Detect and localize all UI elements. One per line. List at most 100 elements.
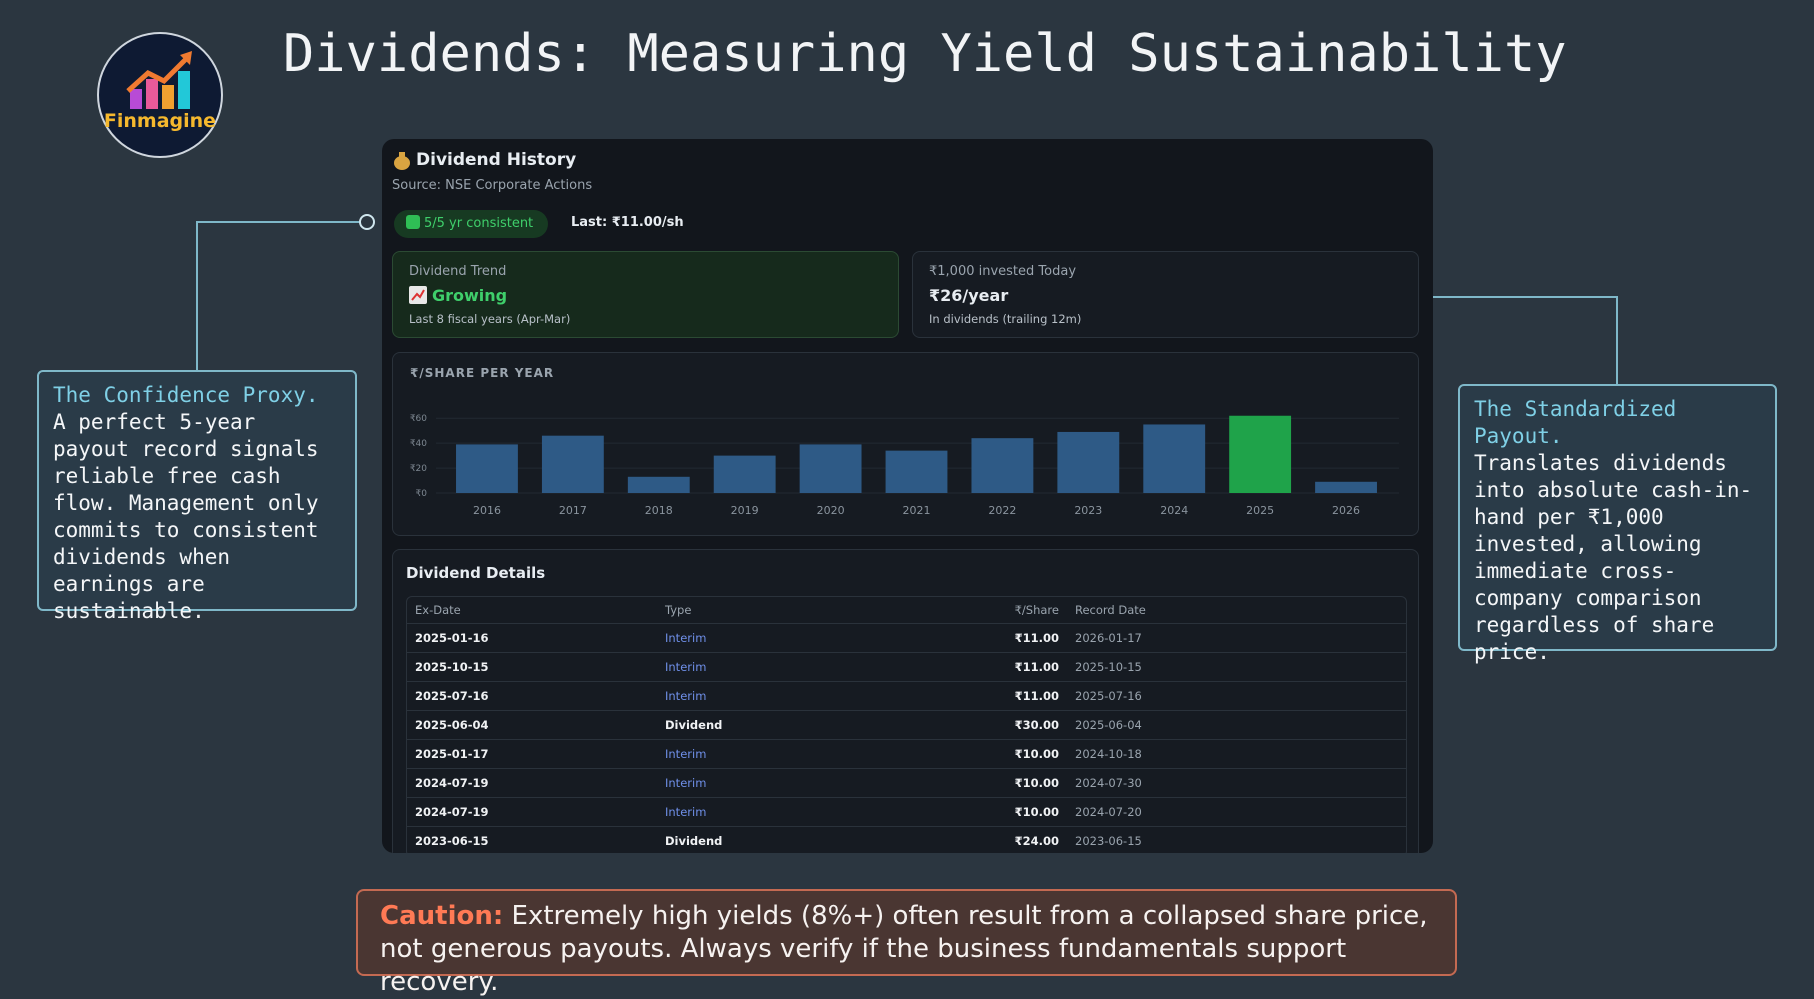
y-tick-label: ₹20 bbox=[410, 464, 427, 474]
table-cell: 2025-06-04 bbox=[407, 710, 657, 740]
y-tick-label: ₹40 bbox=[410, 439, 427, 449]
caution-text: Extremely high yields (8%+) often result… bbox=[380, 901, 1428, 997]
table-cell: ₹11.00 bbox=[957, 652, 1067, 682]
x-tick-label: 2026 bbox=[1332, 504, 1360, 517]
bar bbox=[799, 444, 862, 493]
table-cell: 2025-01-17 bbox=[407, 739, 657, 769]
table-row: 2025-01-16 Interim ₹11.00 2026-01-17 bbox=[407, 623, 1406, 653]
page-title: Dividends: Measuring Yield Sustainabilit… bbox=[283, 24, 1567, 84]
logo: Finmagine bbox=[97, 32, 223, 158]
table-row: 2025-06-04 Dividend ₹30.00 2025-06-04 bbox=[407, 710, 1406, 740]
column-header: Type bbox=[657, 597, 957, 624]
x-tick-label: 2022 bbox=[988, 504, 1016, 517]
bar bbox=[627, 476, 690, 493]
table-row: 2024-07-19 Interim ₹10.00 2024-07-20 bbox=[407, 797, 1406, 827]
stat-note: In dividends (trailing 12m) bbox=[929, 312, 1082, 326]
callout-title: The Confidence Proxy. bbox=[53, 383, 319, 407]
badge-text: 5/5 yr consistent bbox=[424, 216, 534, 231]
caution-label: Caution: bbox=[380, 901, 504, 931]
table-row: 2025-10-15 Interim ₹11.00 2025-10-15 bbox=[407, 652, 1406, 682]
table-cell: ₹11.00 bbox=[957, 681, 1067, 711]
table-header: Ex-Date Type ₹/Share Record Date bbox=[407, 597, 1406, 624]
callout-right: The Standardized Payout. Translates divid… bbox=[1458, 384, 1777, 664]
table-cell: 2026-01-17 bbox=[1067, 623, 1406, 653]
column-header: ₹/Share bbox=[957, 597, 1067, 624]
table-cell: Dividend bbox=[657, 710, 957, 740]
table-cell: 2025-06-04 bbox=[1067, 710, 1406, 740]
x-tick-label: 2023 bbox=[1074, 504, 1102, 517]
table-cell: 2024-07-19 bbox=[407, 768, 657, 798]
table-row: 2025-07-16 Interim ₹11.00 2025-07-16 bbox=[407, 681, 1406, 711]
table-row: 2025-01-17 Interim ₹10.00 2024-10-18 bbox=[407, 739, 1406, 769]
stat-note: Last 8 fiscal years (Apr-Mar) bbox=[409, 312, 571, 326]
table-cell: 2024-07-20 bbox=[1067, 797, 1406, 827]
table-cell: Interim bbox=[657, 768, 957, 798]
caution-box: Caution: Extremely high yields (8%+) oft… bbox=[356, 889, 1457, 997]
stat-value: ₹26/year bbox=[929, 286, 1009, 305]
table-cell: 2025-10-15 bbox=[1067, 652, 1406, 682]
table-wrap: Ex-Date Type ₹/Share Record Date 2025-01-16 I… bbox=[406, 596, 1407, 853]
table-cell: 2024-07-30 bbox=[1067, 768, 1406, 798]
bar bbox=[456, 444, 518, 493]
x-tick-label: 2019 bbox=[731, 504, 759, 517]
invested-box: ₹1,000 invested Today ₹26/year In divide… bbox=[912, 251, 1419, 338]
table-cell: 2023-06-15 bbox=[407, 826, 657, 853]
bar bbox=[1057, 431, 1120, 493]
money-icon bbox=[394, 152, 410, 170]
x-tick-label: 2021 bbox=[903, 504, 931, 517]
x-tick-label: 2024 bbox=[1160, 504, 1188, 517]
trend-box: Dividend Trend Growing Last 8 fiscal yea… bbox=[392, 251, 899, 338]
stat-value: Growing bbox=[432, 286, 508, 305]
callout-body: Translates dividends into absolute cash-… bbox=[1474, 451, 1753, 664]
source: Source: NSE Corporate Actions bbox=[392, 178, 593, 193]
column-header: Ex-Date bbox=[407, 597, 657, 624]
consistency-badge: 5/5 yr consistent bbox=[394, 210, 548, 238]
table-row: 2024-07-19 Interim ₹10.00 2024-07-30 bbox=[407, 768, 1406, 798]
x-tick-label: 2020 bbox=[817, 504, 845, 517]
table-cell: Interim bbox=[657, 681, 957, 711]
table-cell: ₹10.00 bbox=[957, 768, 1067, 798]
card-title: Dividend History bbox=[416, 150, 577, 170]
x-tick-label: 2025 bbox=[1246, 504, 1274, 517]
bar bbox=[971, 438, 1034, 493]
details-box: Dividend Details Ex-Date Type ₹/Share Recor… bbox=[392, 549, 1419, 853]
y-tick-label: ₹0 bbox=[416, 489, 428, 499]
table-row: 2023-06-15 Dividend ₹24.00 2023-06-15 bbox=[407, 826, 1406, 853]
bar bbox=[1143, 424, 1206, 493]
last-dividend: Last: ₹11.00/sh bbox=[571, 215, 684, 230]
logo-text: Finmagine bbox=[104, 110, 216, 132]
table-cell: 2025-10-15 bbox=[407, 652, 657, 682]
x-tick-label: 2018 bbox=[645, 504, 673, 517]
column-header: Record Date bbox=[1067, 597, 1406, 624]
table-cell: ₹30.00 bbox=[957, 710, 1067, 740]
table-cell: Interim bbox=[657, 739, 957, 769]
chart-title: ₹/SHARE PER YEAR bbox=[410, 366, 554, 380]
table-cell: ₹11.00 bbox=[957, 623, 1067, 653]
details-title: Dividend Details bbox=[406, 564, 546, 582]
bar bbox=[541, 435, 604, 493]
table-cell: 2025-07-16 bbox=[1067, 681, 1406, 711]
stat-label: Dividend Trend bbox=[409, 264, 507, 279]
y-tick-label: ₹60 bbox=[410, 414, 427, 424]
dividend-card: Dividend History Source: NSE Corporate A… bbox=[382, 139, 1433, 853]
bar bbox=[885, 450, 948, 493]
trend-icon bbox=[409, 286, 427, 304]
table-cell: ₹10.00 bbox=[957, 739, 1067, 769]
chart-box: ₹/SHARE PER YEAR ₹0 ₹20 ₹40 ₹60 2016 2017 2018… bbox=[392, 352, 1419, 536]
x-tick-label: 2016 bbox=[473, 504, 501, 517]
bar bbox=[1315, 481, 1377, 493]
callout-body: A perfect 5-year payout record signals r… bbox=[53, 410, 319, 623]
callout-title: The Standardized Payout. bbox=[1474, 397, 1677, 448]
table-cell: ₹10.00 bbox=[957, 797, 1067, 827]
bar bbox=[713, 455, 776, 493]
x-tick-label: 2017 bbox=[559, 504, 587, 517]
table-cell: Interim bbox=[657, 652, 957, 682]
table-cell: 2025-01-16 bbox=[407, 623, 657, 653]
table-cell: 2024-10-18 bbox=[1067, 739, 1406, 769]
dividend-table: Ex-Date Type ₹/Share Record Date 2025-01-16 I… bbox=[407, 597, 1406, 853]
table-cell: 2024-07-19 bbox=[407, 797, 657, 827]
callout-left: The Confidence Proxy. A perfect 5-year pa… bbox=[37, 370, 357, 623]
table-cell: Interim bbox=[657, 623, 957, 653]
table-cell: Dividend bbox=[657, 826, 957, 853]
